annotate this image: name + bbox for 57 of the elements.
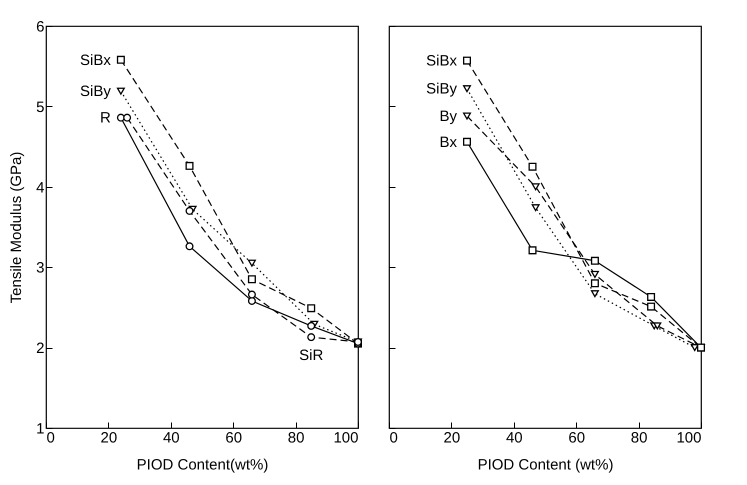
x-tick-label: 80 — [630, 430, 648, 446]
point — [186, 242, 194, 250]
y-tick-label: 4 — [36, 179, 44, 196]
x-tick-label: 20 — [100, 430, 118, 446]
series-label: SiBy — [80, 83, 112, 100]
point — [590, 290, 599, 298]
point — [462, 138, 472, 146]
point — [123, 114, 132, 122]
series-label: SiBx — [80, 52, 112, 69]
series-label: SiBy — [426, 80, 458, 98]
point — [116, 56, 125, 64]
point — [307, 304, 316, 312]
point — [307, 333, 316, 342]
series-label: SiBx — [426, 52, 458, 70]
series-label: R — [100, 110, 112, 127]
point — [462, 85, 472, 92]
point — [462, 56, 472, 65]
point — [647, 302, 656, 311]
point — [647, 292, 656, 301]
x-tick-label: 0 — [390, 430, 398, 446]
point — [528, 246, 537, 254]
point — [590, 270, 599, 278]
y-tick-label: 1 — [36, 420, 44, 438]
point — [532, 183, 540, 190]
point — [528, 162, 537, 171]
point — [248, 260, 256, 267]
point — [116, 88, 125, 95]
point — [248, 296, 256, 305]
point — [307, 322, 316, 330]
y-axis-title: Tensile Modulus (GPa) — [8, 152, 26, 304]
point — [248, 275, 256, 284]
y-tick-label: 5 — [36, 98, 44, 116]
series-label: Bx — [439, 134, 458, 151]
series-label: By — [439, 108, 458, 126]
point — [186, 206, 194, 215]
series-label: SiR — [299, 347, 324, 364]
point — [248, 290, 256, 299]
x-axis-title: PIOD Content(wt%) — [136, 456, 268, 474]
point — [653, 322, 662, 330]
x-tick-label: 40 — [162, 430, 180, 446]
x-tick-label: 40 — [506, 430, 523, 446]
point — [462, 112, 472, 120]
point — [590, 256, 599, 265]
y-tick-label: 6 — [36, 18, 44, 36]
point — [186, 162, 194, 170]
x-tick-label: 80 — [288, 430, 304, 446]
x-tick-label: 100 — [333, 430, 358, 446]
point — [590, 279, 599, 288]
x-axis-title: PIOD Content (wt%) — [478, 456, 614, 474]
x-tick-label: 0 — [46, 430, 55, 446]
x-tick-label: 20 — [444, 430, 460, 446]
x-tick-label: 60 — [568, 430, 586, 446]
point — [532, 204, 540, 212]
y-tick-label: 3 — [36, 260, 44, 277]
y-tick-label: 2 — [36, 340, 44, 358]
x-tick-label: 100 — [676, 430, 702, 446]
x-tick-label: 60 — [225, 430, 242, 446]
